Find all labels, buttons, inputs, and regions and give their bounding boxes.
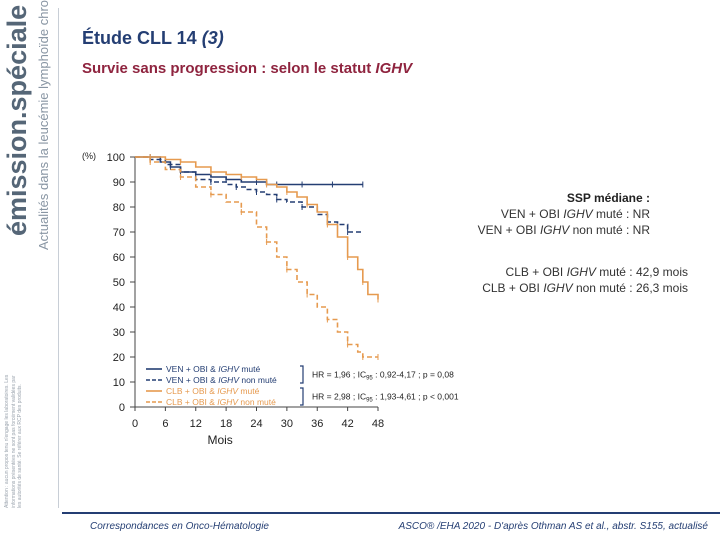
y-tick-label: 70 — [113, 227, 125, 239]
x-axis-label: Mois — [207, 433, 232, 447]
legend-entry: VEN + OBI & IGHV muté — [166, 364, 261, 374]
sidebar-divider — [58, 8, 59, 508]
x-tick-label: 36 — [311, 418, 323, 430]
legend-entry: CLB + OBI & IGHV non muté — [166, 397, 276, 407]
ann-gene: IGHV — [539, 223, 570, 237]
x-tick-label: 0 — [132, 418, 138, 430]
page-subtitle: Survie sans progression : selon le statu… — [82, 60, 412, 77]
ann-text: VEN + OBI — [477, 223, 537, 237]
km-curve-1 — [135, 156, 363, 233]
y-tick-label: 60 — [113, 252, 125, 264]
footer-divider — [62, 512, 720, 514]
subtitle-gene: IGHV — [375, 60, 413, 77]
median-pfs-clb-mut: CLB + OBI IGHV muté : 42,9 mois — [482, 264, 688, 280]
legend-entry: VEN + OBI & IGHV non muté — [166, 375, 277, 385]
ann-text: muté : 42,9 mois — [599, 265, 688, 279]
ann-text: CLB + OBI — [505, 265, 564, 279]
y-tick-label: 80 — [113, 202, 125, 214]
y-tick-label: 100 — [107, 152, 125, 164]
ann-text: CLB + OBI — [482, 281, 540, 295]
footer-source: ASCO® /EHA 2020 - D'après Othman AS et a… — [398, 521, 708, 532]
x-tick-label: 30 — [281, 418, 293, 430]
x-tick-label: 42 — [342, 418, 354, 430]
median-pfs-clb-annotation: CLB + OBI IGHV muté : 42,9 mois CLB + OB… — [482, 264, 688, 296]
legend-bracket — [300, 365, 304, 384]
ann-gene: IGHV — [543, 281, 573, 295]
hazard-ratio-label: HR = 1,96 ; IC95 : 0,92-4,17 ; p = 0,08 — [312, 370, 454, 382]
title-paren: (3) — [201, 28, 224, 48]
ann-text: VEN + OBI — [500, 207, 560, 221]
legend-bracket — [300, 387, 304, 406]
ann-text: non muté : 26,3 mois — [575, 281, 688, 295]
x-tick-label: 6 — [162, 418, 168, 430]
y-tick-label: 10 — [113, 377, 125, 389]
km-curve-2 — [135, 156, 379, 300]
x-tick-label: 18 — [220, 418, 232, 430]
page-title: Étude CLL 14 (3) — [82, 28, 224, 49]
km-curve-3 — [135, 156, 378, 358]
ann-gene: IGHV — [566, 265, 596, 279]
hazard-ratio-label: HR = 2,98 ; IC95 : 1,93-4,61 ; p < 0,001 — [312, 392, 459, 404]
subtitle-main: Survie sans progression : selon le statu… — [82, 60, 372, 77]
y-tick-label: 50 — [113, 277, 125, 289]
median-pfs-title: SSP médiane : — [566, 191, 650, 205]
y-tick-label: 30 — [113, 327, 125, 339]
y-tick-label: 20 — [113, 352, 125, 364]
y-axis-unit: (%) — [82, 151, 96, 161]
ann-gene: IGHV — [563, 207, 593, 221]
ann-text: muté : NR — [595, 207, 650, 221]
legend-entry: CLB + OBI & IGHV muté — [166, 386, 260, 396]
ann-text: non muté : NR — [572, 223, 650, 237]
y-tick-label: 40 — [113, 302, 125, 314]
y-tick-label: 0 — [119, 402, 125, 414]
median-pfs-clb-unmut: CLB + OBI IGHV non muté : 26,3 mois — [482, 280, 688, 296]
median-pfs-ven-mut: VEN + OBI IGHV muté : NR — [478, 206, 650, 222]
x-tick-label: 12 — [190, 418, 202, 430]
median-pfs-ven-unmut: VEN + OBI IGHV non muté : NR — [478, 222, 650, 238]
footer-journal: Correspondances en Onco-Hématologie — [90, 521, 269, 532]
y-tick-label: 90 — [113, 177, 125, 189]
x-tick-label: 48 — [372, 418, 384, 430]
median-pfs-annotation: SSP médiane : VEN + OBI IGHV muté : NR V… — [478, 190, 650, 238]
km-curve-0 — [135, 156, 363, 186]
title-main: Étude CLL 14 — [82, 28, 197, 48]
x-tick-label: 24 — [250, 418, 262, 430]
